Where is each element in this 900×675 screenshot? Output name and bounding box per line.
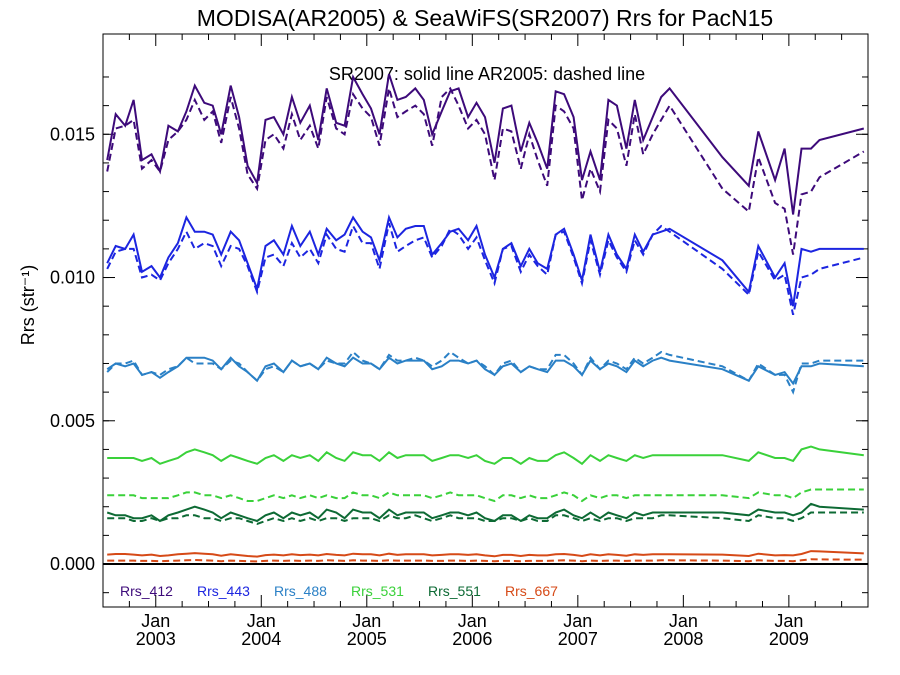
series-line-sr2007-rrs_412	[106, 73, 865, 215]
series-line-sr2007-rrs_531	[107, 445, 864, 466]
x-tick-label-year: 2007	[558, 629, 598, 649]
x-tick-label-month: Jan	[247, 611, 276, 631]
series-line-ar2005-rrs_531	[107, 488, 864, 503]
series-line-sr2007-rrs_488	[106, 356, 864, 386]
legend-entry: Rrs_488	[274, 583, 327, 599]
series-line-ar2005-rrs_551	[107, 511, 864, 525]
x-tick-label-month: Jan	[352, 611, 381, 631]
legend-entry: Rrs_412	[120, 583, 173, 599]
x-tick-label-month: Jan	[563, 611, 592, 631]
y-tick-label: 0.010	[50, 268, 95, 288]
series-line-ar2005-rrs_488	[106, 350, 864, 395]
x-tick-label-month: Jan	[141, 611, 170, 631]
y-tick-label: 0.015	[50, 124, 95, 144]
series-line-ar2005-rrs_443	[106, 222, 865, 316]
chart-annotation: SR2007: solid line AR2005: dashed line	[329, 64, 645, 84]
x-tick-label-year: 2006	[452, 629, 492, 649]
x-tick-label-month: Jan	[458, 611, 487, 631]
series-line-sr2007-rrs_667	[107, 550, 864, 558]
legend-entry: Rrs_667	[505, 583, 558, 599]
x-tick-label-year: 2008	[663, 629, 703, 649]
legend-entry: Rrs_443	[197, 583, 250, 599]
x-tick-label-month: Jan	[774, 611, 803, 631]
chart-title: MODISA(AR2005) & SeaWiFS(SR2007) Rrs for…	[197, 5, 773, 31]
series-line-ar2005-rrs_667	[107, 558, 864, 563]
y-tick-label: 0.005	[50, 411, 95, 431]
plot-area: 0.0000.0050.0100.015Jan2003Jan2004Jan200…	[50, 33, 869, 649]
x-tick-label-year: 2009	[769, 629, 809, 649]
legend-entry: Rrs_551	[428, 583, 481, 599]
x-tick-label-year: 2003	[136, 629, 176, 649]
series-line-ar2005-rrs_412	[106, 86, 865, 255]
y-tick-label: 0.000	[50, 554, 95, 574]
x-tick-label-year: 2005	[347, 629, 387, 649]
plot-frame	[102, 33, 869, 608]
y-axis-label: Rrs (str⁻¹)	[18, 265, 38, 345]
legend-entry: Rrs_531	[351, 583, 404, 599]
x-tick-label-year: 2004	[241, 629, 281, 649]
series-line-sr2007-rrs_551	[106, 502, 864, 523]
x-tick-label-month: Jan	[669, 611, 698, 631]
series-line-sr2007-rrs_443	[106, 214, 864, 307]
